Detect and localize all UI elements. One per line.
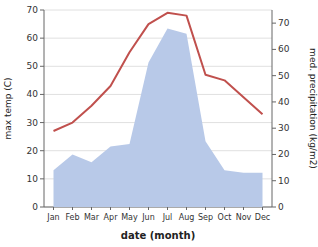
tick-label: 70 [278,18,290,28]
tick-label: Apr [104,213,119,222]
tick-mark [148,207,149,210]
tick-mark [262,207,263,210]
x-axis-label: date (month) [121,230,195,241]
tick-mark [272,49,276,50]
tick-mark [272,154,276,155]
y2-axis-label: med. precipitation (kg/m2) [308,48,318,169]
tick-mark [40,66,44,67]
tick-mark [40,94,44,95]
tick-mark [167,207,168,210]
tick-mark [272,101,276,102]
plot-area [54,13,263,207]
tick-mark [110,207,111,210]
grid-line [44,10,272,11]
tick-mark [272,75,276,76]
tick-mark [40,38,44,39]
tick-label: Oct [218,213,232,222]
axes: 0 10 20 30 40 50 60 70 0 10 20 30 40 50 60 70 Jan Feb Mar A… [27,5,290,222]
y-axis-line [44,10,45,207]
tick-label: Aug [179,213,195,222]
y-axis-label: max temp (C) [3,77,13,139]
tick-mark [40,122,44,123]
tick-label: Jan [46,213,59,222]
tick-label: 0 [32,202,38,212]
area [54,28,263,207]
tick-label: 50 [27,61,39,71]
tick-label: 60 [27,33,39,43]
tick-label: Dec [255,213,270,222]
tick-label: Nov [236,213,252,222]
tick-label: 20 [27,146,39,156]
tick-label: Jul [162,213,173,222]
tick-mark [224,207,225,210]
tick-mark [272,180,276,181]
tick-label: Jun [141,213,155,222]
tick-mark [40,10,44,11]
chart: 0 10 20 30 40 50 60 70 0 10 20 30 40 50 60 70 Jan Feb Mar A… [0,0,318,247]
tick-mark [40,178,44,179]
tick-mark [40,207,44,208]
line [54,13,263,131]
tick-mark [272,207,276,208]
tick-mark [243,207,244,210]
tick-label: 20 [278,149,290,159]
tick-label: Feb [65,213,79,222]
tick-label: 10 [27,174,39,184]
tick-mark [272,23,276,24]
tick-mark [186,207,187,210]
tick-mark [72,207,73,210]
tick-label: 10 [278,176,290,186]
tick-mark [205,207,206,210]
tick-label: 60 [278,44,290,54]
tick-label: 50 [278,71,290,81]
tick-mark [272,128,276,129]
grid-line [44,38,272,39]
y2-axis-line [272,10,273,207]
tick-label: 30 [278,123,290,133]
tick-label: 40 [278,97,290,107]
tick-mark [129,207,130,210]
tick-label: 70 [27,5,39,15]
tick-mark [53,207,54,210]
tick-label: Sep [198,213,213,222]
tick-label: 0 [278,202,284,212]
tick-label: May [121,213,138,222]
tick-label: 40 [27,89,39,99]
tick-mark [91,207,92,210]
tick-mark [40,150,44,151]
tick-label: 30 [27,118,39,128]
tick-label: Mar [84,213,100,222]
